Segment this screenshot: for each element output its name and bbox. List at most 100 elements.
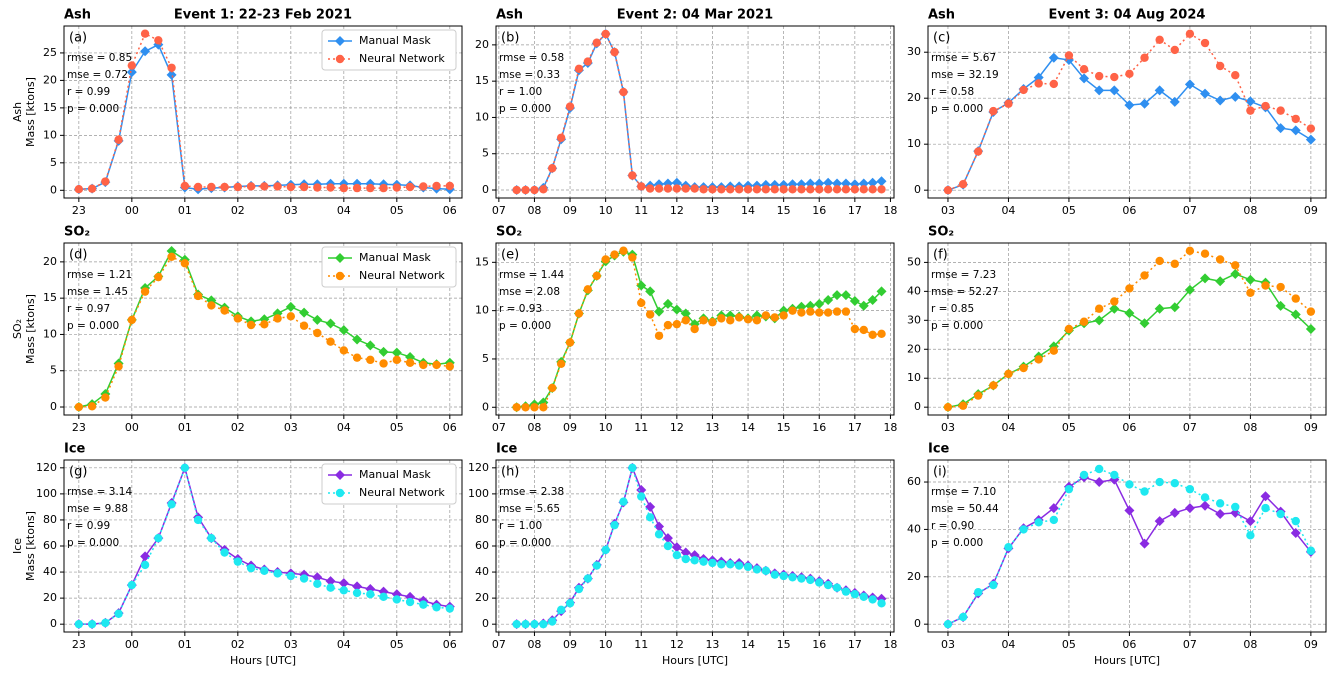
y-tick-label: 15 bbox=[475, 74, 489, 87]
x-tick-label: 04 bbox=[1001, 421, 1015, 434]
data-point bbox=[943, 619, 953, 629]
y-tick-label: 20 bbox=[43, 255, 57, 268]
y-tick-label: 20 bbox=[475, 591, 489, 604]
data-point bbox=[690, 324, 699, 334]
data-point bbox=[1246, 106, 1255, 115]
legend-marker bbox=[335, 470, 345, 480]
data-point bbox=[419, 600, 428, 609]
x-tick-label: 02 bbox=[231, 204, 245, 217]
data-point bbox=[154, 533, 163, 543]
y-axis-label: Mass [ktons] bbox=[24, 77, 37, 147]
plot-area bbox=[496, 26, 894, 198]
annotation: p = 0.000 bbox=[67, 103, 119, 115]
data-point bbox=[645, 310, 655, 319]
x-tick-label: 03 bbox=[284, 421, 298, 434]
data-point bbox=[610, 47, 619, 57]
data-point bbox=[313, 579, 322, 588]
data-point bbox=[1231, 502, 1240, 512]
data-point bbox=[392, 595, 402, 604]
data-point bbox=[1125, 69, 1134, 79]
annotation: p = 0.000 bbox=[931, 537, 983, 549]
data-point bbox=[867, 295, 878, 306]
annotation: rmse = 1.21 bbox=[67, 269, 132, 281]
data-point bbox=[326, 337, 335, 346]
data-point bbox=[823, 177, 834, 188]
data-point bbox=[859, 325, 868, 335]
x-tick-label: 14 bbox=[741, 638, 755, 651]
y-tick-label: 10 bbox=[907, 137, 921, 150]
y-tick-label: 10 bbox=[907, 371, 921, 384]
x-tick-label: 08 bbox=[527, 638, 541, 651]
data-point bbox=[958, 401, 968, 410]
data-point bbox=[379, 183, 388, 193]
data-point bbox=[574, 584, 584, 594]
x-tick-label: 06 bbox=[443, 204, 457, 217]
data-point bbox=[601, 29, 610, 39]
data-point bbox=[958, 180, 968, 189]
y-tick-label: 0 bbox=[50, 400, 57, 413]
data-point bbox=[823, 295, 834, 306]
data-point bbox=[601, 255, 610, 264]
data-point bbox=[654, 184, 664, 193]
x-tick-label: 04 bbox=[337, 204, 351, 217]
data-point bbox=[1064, 51, 1074, 60]
y-tick-label: 0 bbox=[914, 400, 921, 413]
data-point bbox=[1291, 114, 1300, 124]
x-tick-label: 07 bbox=[492, 638, 506, 651]
data-point bbox=[1245, 96, 1256, 107]
data-point bbox=[859, 185, 868, 194]
data-point bbox=[74, 402, 84, 412]
data-point bbox=[1246, 288, 1255, 298]
data-point bbox=[726, 316, 735, 325]
data-point bbox=[87, 619, 97, 629]
data-point bbox=[868, 595, 877, 604]
data-point bbox=[690, 556, 699, 565]
annotation: p = 0.000 bbox=[931, 103, 983, 115]
column-title: Event 3: 04 Aug 2024 bbox=[1049, 8, 1206, 23]
legend-box bbox=[321, 246, 457, 288]
y-axis-label: Ash bbox=[11, 102, 24, 122]
data-point bbox=[1306, 124, 1316, 133]
data-point bbox=[671, 542, 682, 553]
data-point bbox=[565, 338, 575, 347]
annotation: p = 0.000 bbox=[67, 320, 119, 332]
data-point bbox=[1079, 65, 1089, 74]
data-point bbox=[193, 291, 203, 301]
panel-label: (g) bbox=[69, 465, 87, 480]
x-tick-label: 13 bbox=[705, 638, 719, 651]
data-point bbox=[1275, 300, 1286, 311]
data-point bbox=[654, 306, 665, 317]
x-tick-label: 18 bbox=[883, 638, 897, 651]
data-point bbox=[699, 557, 708, 566]
data-point bbox=[1231, 261, 1240, 270]
data-point bbox=[1290, 309, 1301, 320]
legend-marker bbox=[335, 488, 345, 498]
data-point bbox=[1034, 518, 1043, 527]
data-point bbox=[405, 182, 415, 192]
legend-marker bbox=[335, 253, 345, 263]
x-tick-label: 01 bbox=[178, 421, 192, 434]
x-tick-label: 06 bbox=[443, 638, 457, 651]
data-point bbox=[1124, 308, 1135, 319]
data-point bbox=[1094, 304, 1104, 313]
x-tick-label: 13 bbox=[705, 204, 719, 217]
data-point bbox=[1246, 531, 1255, 540]
x-tick-label: 05 bbox=[1062, 638, 1076, 651]
data-point bbox=[74, 619, 84, 629]
data-point bbox=[841, 307, 851, 316]
legend-label: Manual Mask bbox=[359, 34, 431, 47]
data-point bbox=[379, 592, 388, 602]
x-tick-label: 16 bbox=[812, 204, 826, 217]
x-axis-label: Hours [UTC] bbox=[230, 654, 296, 667]
data-point bbox=[352, 183, 362, 193]
data-point bbox=[445, 604, 455, 613]
plot-frame bbox=[927, 242, 1327, 416]
data-point bbox=[405, 597, 415, 607]
data-point bbox=[325, 576, 336, 587]
data-point bbox=[645, 501, 656, 512]
data-point bbox=[628, 171, 637, 180]
x-tick-label: 09 bbox=[563, 204, 577, 217]
data-point bbox=[868, 185, 877, 194]
data-point bbox=[637, 492, 646, 501]
x-tick-label: 02 bbox=[231, 638, 245, 651]
